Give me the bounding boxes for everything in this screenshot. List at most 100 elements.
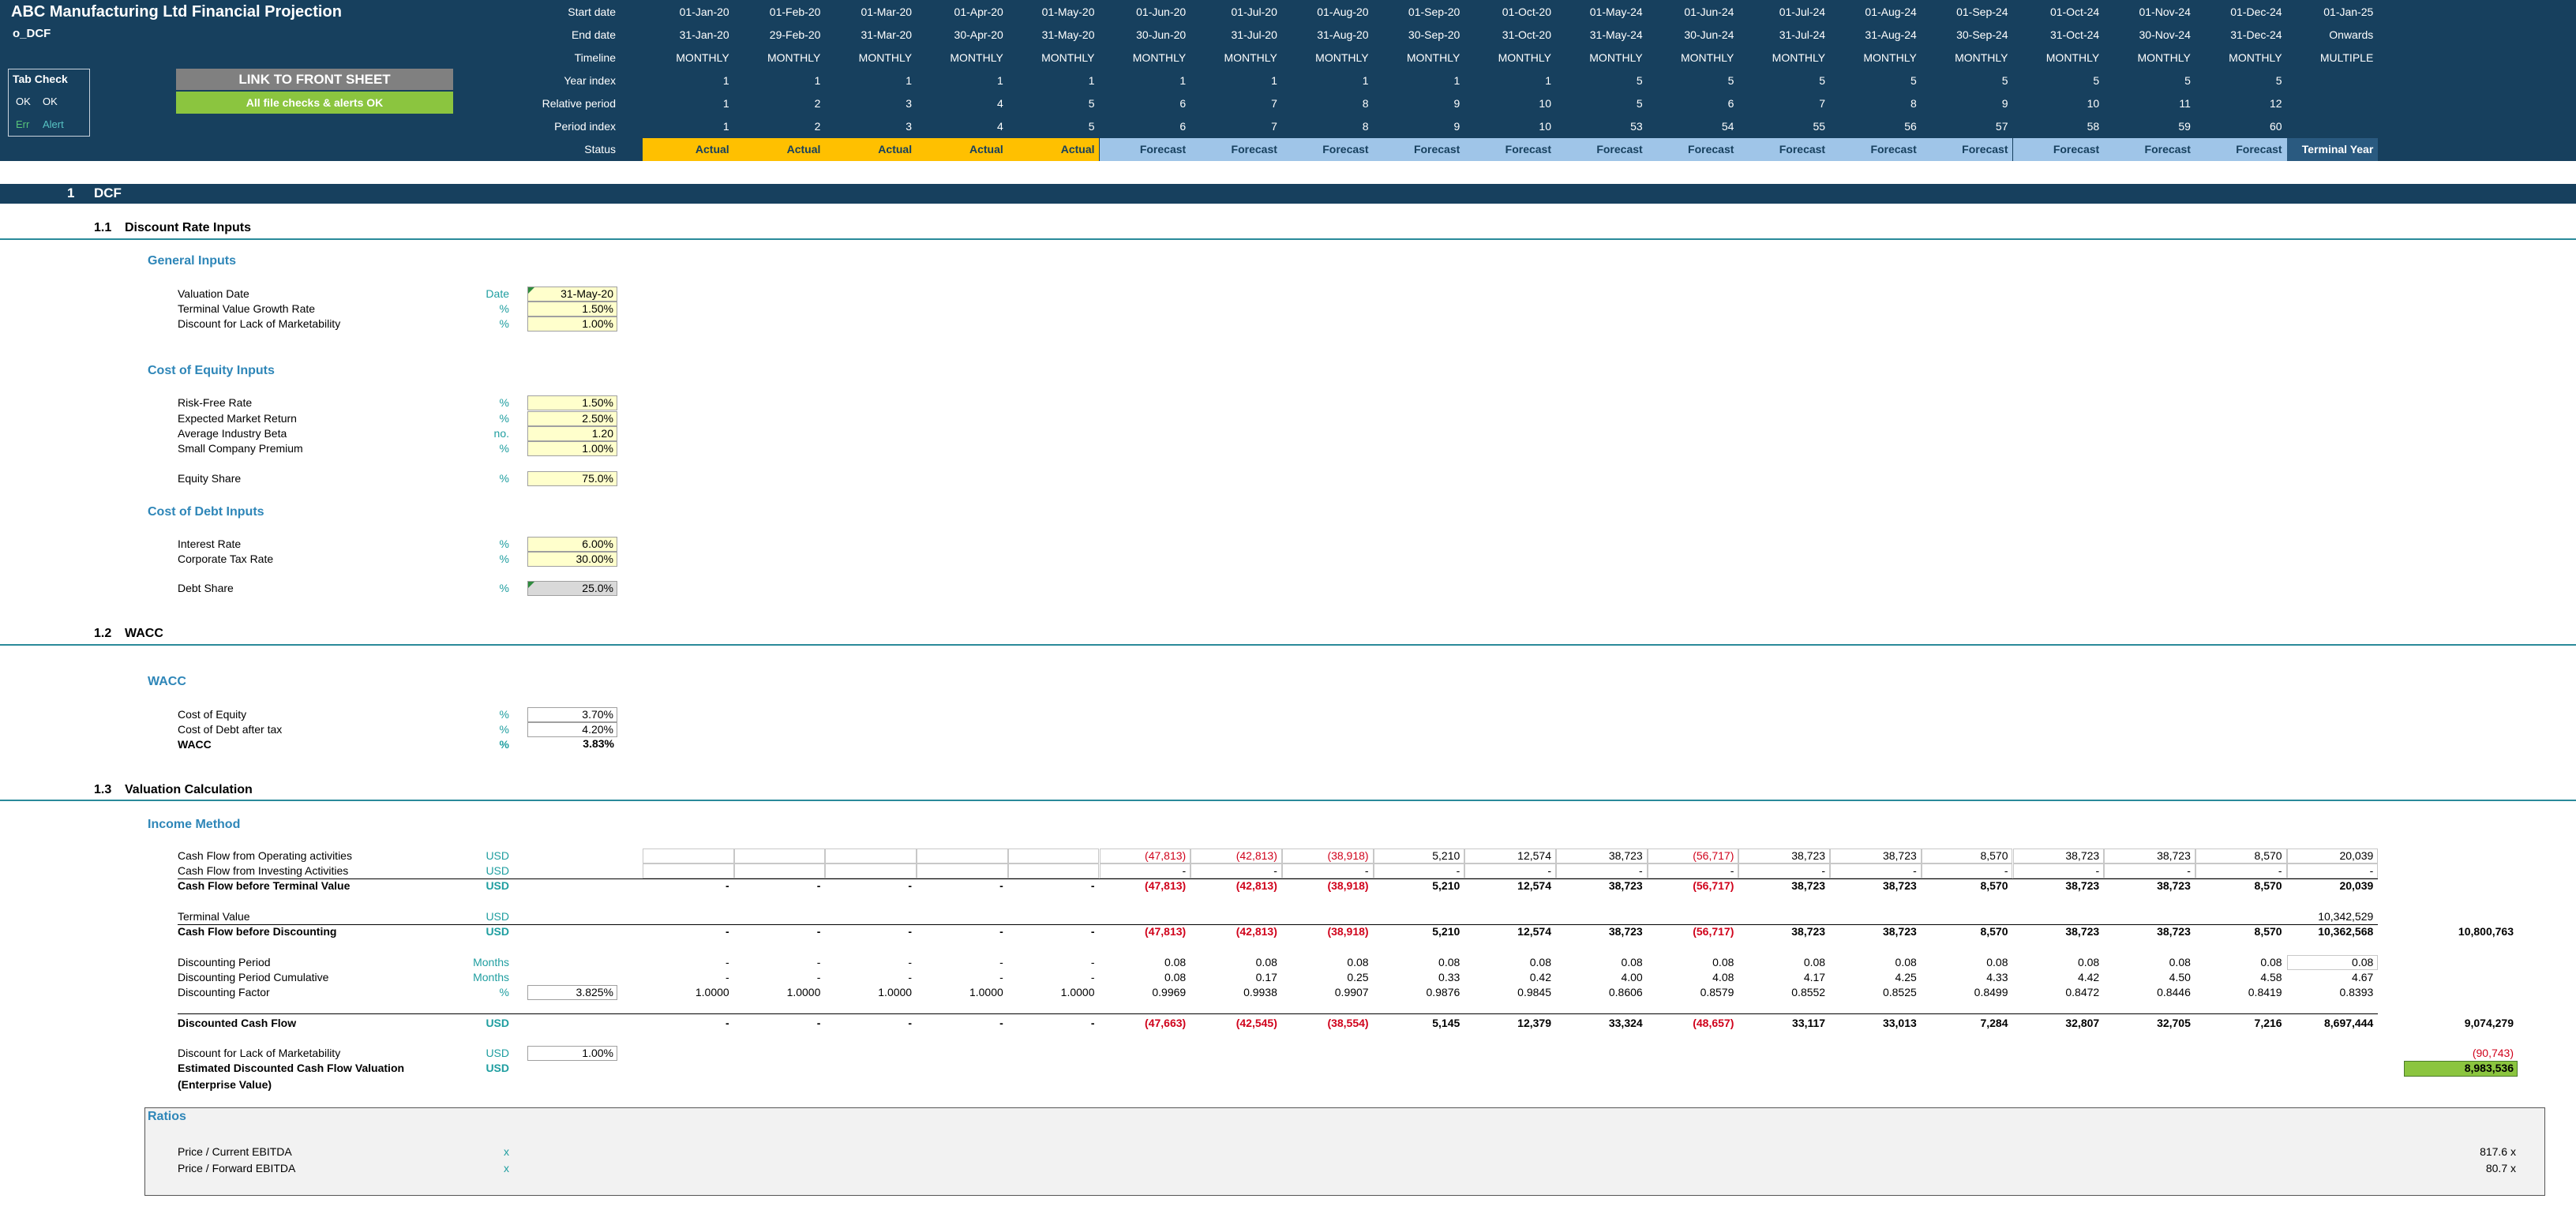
timeline-cell: 3	[906, 97, 913, 110]
cell-border	[1556, 863, 1648, 878]
cell-border	[733, 863, 826, 878]
calc-cell: 4.20%	[527, 722, 617, 737]
subsection-rule	[0, 800, 2576, 801]
total-cell: 10,800,763	[2458, 925, 2514, 938]
row-unit: USD	[486, 879, 509, 892]
row-unit: %	[499, 986, 509, 998]
value-cell: (56,717)	[1693, 925, 1734, 938]
status-cell	[2012, 138, 2105, 161]
cell-border	[2012, 863, 2105, 878]
value-cell: 8,570	[1980, 879, 2008, 892]
timeline-cell: 01-Apr-20	[954, 6, 1003, 18]
input-cell: 1.50%	[527, 302, 617, 317]
value-cell: -	[2095, 864, 2100, 877]
value-cell: 0.9969	[1152, 986, 1187, 998]
cell-border	[643, 863, 734, 878]
timeline-cell: MONTHLY	[1224, 51, 1277, 64]
status-label: Forecast	[1139, 143, 1187, 155]
timeline-label: Status	[584, 143, 616, 155]
row-label: Discounting Period	[178, 956, 271, 968]
link-button[interactable]: LINK TO FRONT SHEET	[176, 69, 453, 90]
timeline-cell: 1	[1453, 74, 1460, 87]
subsection-rule	[0, 238, 2576, 240]
cell-border	[2104, 863, 2195, 878]
timeline-cell: MONTHLY	[1406, 51, 1460, 64]
value-cell: 0.8606	[1608, 986, 1643, 998]
value-cell: 10,362,568	[2318, 925, 2374, 938]
value-cell: 38,723	[2065, 849, 2100, 862]
input-cell: 1.00%	[527, 317, 617, 332]
value-cell: -	[1821, 864, 1826, 877]
value-cell: 4.17	[1803, 971, 1826, 983]
value-cell: 12,574	[1517, 849, 1551, 862]
value-cell: 4.33	[1986, 971, 2008, 983]
row-label: WACC	[178, 738, 212, 751]
value-cell: 32,705	[2157, 1017, 2191, 1029]
timeline-cell: 4	[997, 120, 1003, 133]
timeline-cell: 5	[1727, 74, 1734, 87]
row-unit: %	[499, 723, 509, 736]
row-unit: %	[499, 472, 509, 485]
group-title: Income Method	[148, 818, 241, 831]
value-cell: 4.25	[1895, 971, 1917, 983]
status-label: Forecast	[1962, 143, 2008, 155]
row-unit: %	[499, 396, 509, 409]
value-cell: -	[999, 971, 1003, 983]
ratio-value: 817.6 x	[2480, 1145, 2516, 1158]
value-cell: 0.08	[1164, 971, 1187, 983]
status-label: Actual	[1060, 143, 1095, 155]
value-cell: -	[816, 971, 821, 983]
total-cell: 8,983,536	[2464, 1062, 2514, 1074]
timeline-cell: 1	[722, 120, 729, 133]
value-cell: 38,723	[2065, 925, 2100, 938]
status-cell	[1830, 138, 1922, 161]
timeline-cell: 1	[997, 74, 1003, 87]
row-label: Discount for Lack of Marketability	[178, 317, 341, 330]
timeline-cell: MONTHLY	[1680, 51, 1734, 64]
timeline-cell: MONTHLY	[1041, 51, 1095, 64]
tab-check-ok: OK	[43, 96, 58, 107]
value-cell: (47,813)	[1145, 879, 1187, 892]
cell-border	[1647, 848, 1739, 863]
value-cell: 4.00	[1621, 971, 1643, 983]
row-unit: %	[499, 738, 509, 751]
status-cell	[1464, 138, 1556, 161]
timeline-cell: 01-Oct-20	[1502, 6, 1551, 18]
cell-border	[917, 848, 1008, 863]
value-cell: 0.08	[2077, 956, 2100, 968]
timeline-cell: 6	[1179, 97, 1187, 110]
status-cell	[733, 138, 826, 161]
row-unit: USD	[486, 925, 509, 938]
input-cell: 6.00%	[527, 537, 617, 552]
status-label: Forecast	[2144, 143, 2191, 155]
value-cell: 38,723	[2157, 849, 2191, 862]
value-cell: 0.08	[1621, 956, 1643, 968]
value-cell: 0.8552	[1791, 986, 1826, 998]
timeline-cell: 5	[2093, 74, 2100, 87]
row-label: Estimated Discounted Cash Flow Valuation	[178, 1062, 405, 1074]
value-cell: 0.08	[2169, 956, 2191, 968]
timeline-cell: 6	[1727, 97, 1734, 110]
row-label: Cash Flow before Terminal Value	[178, 879, 351, 892]
input-cell: 1.50%	[527, 395, 617, 410]
timeline-cell: 57	[1995, 120, 2008, 133]
value-cell: 0.08	[1255, 956, 1277, 968]
timeline-cell: 01-May-24	[1589, 6, 1643, 18]
timeline-cell: MONTHLY	[1498, 51, 1551, 64]
timeline-cell: 1	[1088, 74, 1095, 87]
row-label: (Enterprise Value)	[178, 1078, 272, 1091]
timeline-cell: 01-Sep-24	[1956, 6, 2008, 18]
value-cell: 1.0000	[969, 986, 1003, 998]
row-unit: %	[499, 442, 509, 455]
value-cell: 0.08	[2260, 956, 2282, 968]
value-cell: 0.8579	[1700, 986, 1734, 998]
value-cell: 33,117	[1792, 1017, 1826, 1029]
status-cell	[917, 138, 1008, 161]
group-title: WACC	[148, 675, 186, 688]
value-cell: -	[726, 956, 729, 968]
row-label: Discounting Period Cumulative	[178, 971, 329, 983]
value-cell: 38,723	[1608, 879, 1643, 892]
value-cell: (42,813)	[1236, 925, 1277, 938]
calc-cell: 3.70%	[527, 707, 617, 722]
row-unit: USD	[486, 910, 509, 923]
